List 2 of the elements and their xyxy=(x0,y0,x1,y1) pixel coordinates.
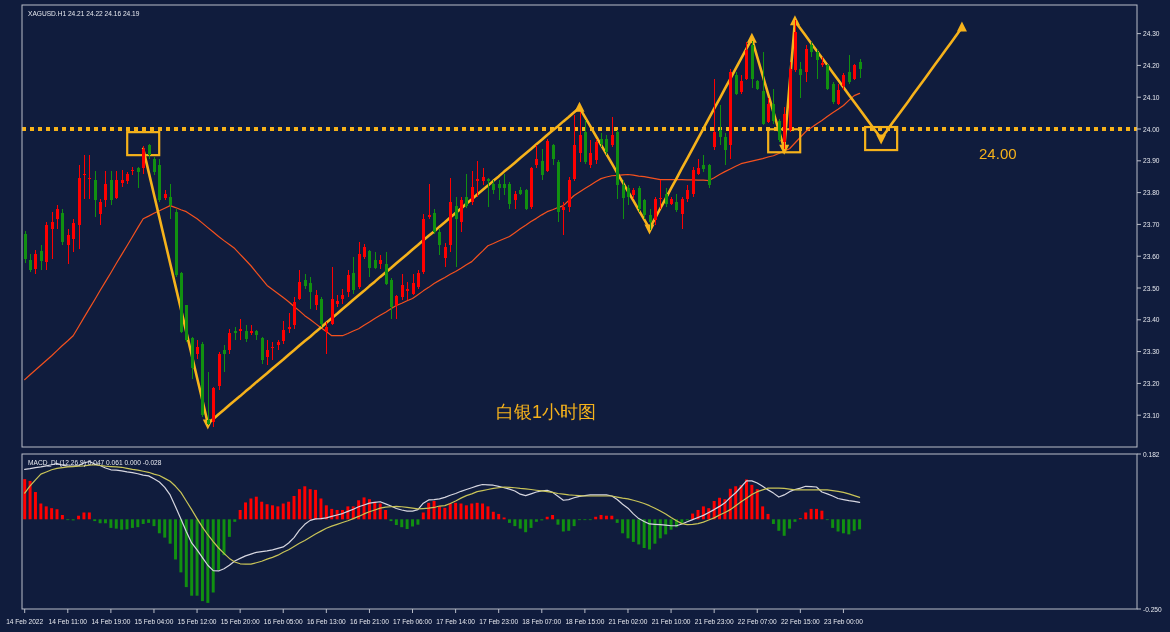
annotation: 白银1小时图 xyxy=(496,402,597,422)
ref-line-label: 24.00 xyxy=(979,144,1017,162)
